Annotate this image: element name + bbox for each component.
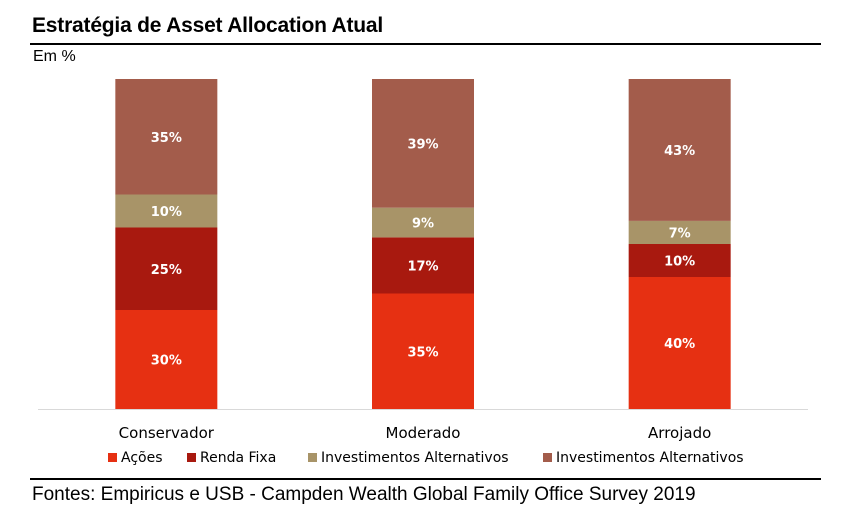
bar-segment [115,227,218,310]
legend-swatch [543,453,552,462]
footer-divider [30,478,821,480]
data-label: 39% [407,137,438,152]
bar-segment [628,220,731,244]
data-label: 10% [151,205,182,220]
data-label: 17% [407,259,438,274]
data-label: 40% [664,337,695,352]
chart-title: Estratégia de Asset Allocation Atual [32,14,384,37]
bar-segment [372,207,474,238]
data-label: 30% [151,354,182,369]
bar-segment [115,194,218,228]
category-tick-label: Arrojado [648,424,711,442]
legend-label: Ações [121,450,163,466]
bar-segment [628,244,731,277]
bar-segment [372,79,474,208]
chart-subtitle: Em % [33,48,76,65]
bar-segment [628,79,731,221]
bar-segment [115,310,218,409]
category-tick-label: Moderado [386,424,461,442]
legend-swatch [187,453,196,462]
legend-swatch [108,453,117,462]
legend-swatch [308,453,317,462]
data-label: 10% [664,255,695,270]
title-divider [30,43,821,45]
data-label: 35% [151,131,182,146]
data-label: 43% [664,144,695,159]
data-label: 35% [407,345,438,360]
legend-label: Investimentos Alternativos [556,450,744,466]
data-label: 7% [669,226,691,241]
bar-segment [372,293,474,409]
data-label: 9% [412,217,434,232]
legend-label: Renda Fixa [200,450,276,466]
legend-label: Investimentos Alternativos [321,450,509,466]
category-tick-label: Conservador [119,424,215,442]
bar-segment [115,79,218,195]
source-note: Fontes: Empiricus e USB - Campden Wealth… [32,484,696,505]
bar-segment [372,237,474,294]
bar-segment [628,277,731,409]
data-label: 25% [151,263,182,278]
